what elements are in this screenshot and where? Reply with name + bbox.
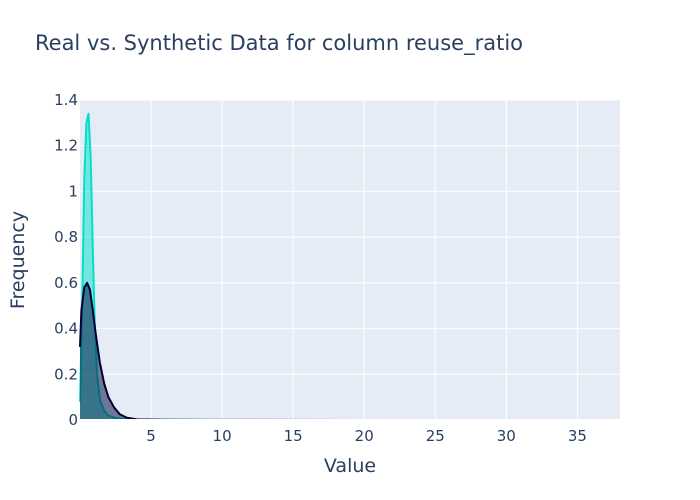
y-tick-label: 0.2 — [54, 365, 78, 383]
x-tick-label: 25 — [426, 427, 445, 445]
x-tick-label: 5 — [146, 427, 156, 445]
y-tick-label: 1 — [68, 182, 78, 200]
x-tick-label: 20 — [355, 427, 374, 445]
x-tick-label: 15 — [284, 427, 303, 445]
y-tick-label: 1.2 — [54, 137, 78, 155]
x-axis-title: Value — [324, 455, 376, 477]
chart-title: Real vs. Synthetic Data for column reuse… — [35, 31, 523, 56]
x-tick-label: 10 — [213, 427, 232, 445]
plot-area — [80, 100, 620, 420]
y-axis-title: Frequency — [7, 211, 29, 309]
x-tick-label: 35 — [568, 427, 587, 445]
y-tick-label: 0 — [68, 411, 78, 429]
x-tick-label: 30 — [497, 427, 516, 445]
y-tick-label: 0.8 — [54, 228, 78, 246]
y-tick-label: 0.6 — [54, 274, 78, 292]
y-axis-ticks: 0 0.2 0.4 0.6 0.8 1 1.2 1.4 — [54, 91, 78, 429]
grid-lines — [80, 99, 620, 420]
y-tick-label: 0.4 — [54, 320, 78, 338]
x-axis-ticks: 5 10 15 20 25 30 35 — [146, 427, 587, 445]
y-tick-label: 1.4 — [54, 91, 78, 109]
